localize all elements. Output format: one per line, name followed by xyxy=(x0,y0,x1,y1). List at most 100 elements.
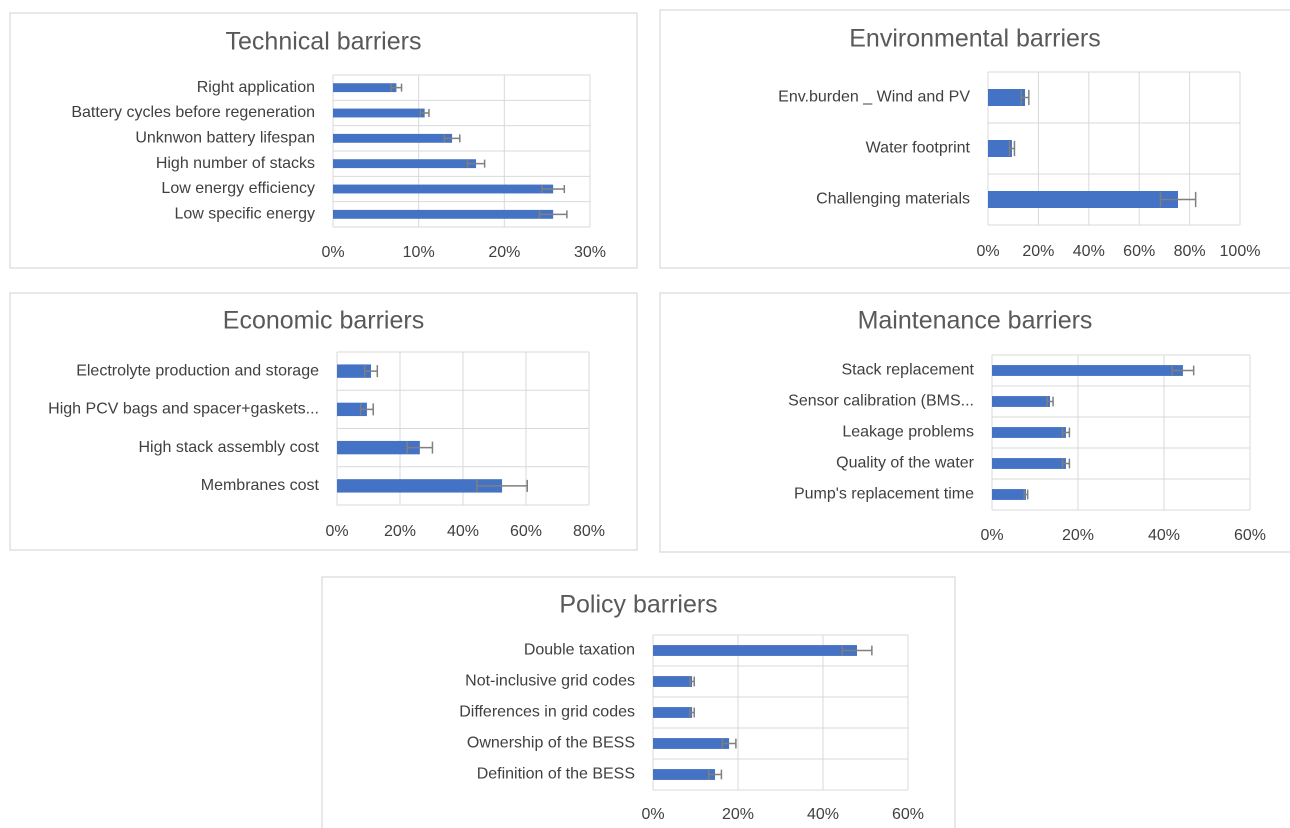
bar xyxy=(333,83,397,93)
category-label: Ownership of the BESS xyxy=(467,735,635,752)
bar xyxy=(337,479,503,493)
x-tick-label: 60% xyxy=(1234,527,1266,544)
panel-border xyxy=(9,12,638,269)
error-bar xyxy=(541,185,566,193)
bar xyxy=(988,140,1012,157)
category-label: High PCV bags and spacer+gaskets... xyxy=(48,401,319,418)
bar xyxy=(653,769,716,780)
bar xyxy=(988,89,1026,106)
error-bar xyxy=(1020,89,1030,106)
x-tick-label: 0% xyxy=(980,527,1003,544)
bar xyxy=(333,184,554,194)
error-bar xyxy=(466,159,486,168)
error-bar xyxy=(1008,140,1016,157)
x-tick-label: 80% xyxy=(573,523,605,540)
x-tick-label: 60% xyxy=(510,523,542,540)
panel-border xyxy=(659,292,1290,553)
category-label: High stack assembly cost xyxy=(138,439,319,456)
error-bar xyxy=(689,676,695,687)
x-tick-label: 100% xyxy=(1220,243,1261,260)
chart-title: Environmental barriers xyxy=(849,25,1101,53)
x-tick-label: 20% xyxy=(722,806,754,823)
bar xyxy=(653,645,857,656)
bar xyxy=(992,489,1026,500)
category-label: Double taxation xyxy=(524,642,635,659)
category-label: Definition of the BESS xyxy=(477,766,635,783)
bar xyxy=(992,365,1183,376)
x-tick-label: 40% xyxy=(1148,527,1180,544)
category-label: Env.burden _ Wind and PV xyxy=(778,89,970,106)
category-label: Battery cycles before regeneration xyxy=(71,104,315,121)
bar xyxy=(333,209,554,219)
bar xyxy=(992,458,1066,469)
bar xyxy=(337,364,372,378)
error-bar xyxy=(363,365,379,378)
bar xyxy=(337,440,420,455)
chart-title: Policy barriers xyxy=(559,591,717,619)
bar xyxy=(337,402,367,417)
x-tick-label: 60% xyxy=(1123,243,1155,260)
category-label: Sensor calibration (BMS... xyxy=(788,393,974,410)
x-tick-label: 40% xyxy=(447,523,479,540)
panel-border xyxy=(9,292,638,551)
category-label: Differences in grid codes xyxy=(459,704,635,721)
category-label: Stack replacement xyxy=(841,362,974,379)
error-bar xyxy=(419,109,430,117)
error-bar xyxy=(538,210,568,219)
x-tick-label: 20% xyxy=(1022,243,1054,260)
category-label: Low specific energy xyxy=(174,206,315,223)
error-bar xyxy=(707,769,723,780)
category-label: Pump's replacement time xyxy=(794,486,974,503)
error-bar xyxy=(476,479,529,492)
category-label: Electrolyte production and storage xyxy=(76,362,319,379)
bar xyxy=(653,676,693,687)
x-tick-label: 30% xyxy=(574,244,606,261)
bar xyxy=(333,108,425,118)
bar xyxy=(988,191,1179,208)
panel-border xyxy=(321,576,956,828)
error-bar xyxy=(1023,489,1029,500)
category-label: Membranes cost xyxy=(201,477,320,494)
category-label: High number of stacks xyxy=(156,155,315,172)
error-bar xyxy=(443,134,461,143)
error-bar xyxy=(1159,191,1197,208)
category-label: Challenging materials xyxy=(816,191,970,208)
category-label: Water footprint xyxy=(866,140,971,157)
error-bar xyxy=(721,738,737,749)
bar xyxy=(653,738,730,749)
error-bar xyxy=(359,403,374,416)
bar xyxy=(992,396,1051,407)
chart-title: Maintenance barriers xyxy=(858,307,1093,335)
error-bar xyxy=(1171,365,1195,376)
bar xyxy=(653,707,693,718)
chart-title: Economic barriers xyxy=(223,307,424,335)
x-tick-label: 0% xyxy=(325,523,348,540)
error-bar xyxy=(1061,458,1071,469)
x-tick-label: 20% xyxy=(488,244,520,261)
error-bar xyxy=(406,441,434,454)
x-tick-label: 20% xyxy=(384,523,416,540)
x-tick-label: 40% xyxy=(1073,243,1105,260)
error-bar xyxy=(841,645,873,656)
category-label: Right application xyxy=(197,79,315,96)
bar xyxy=(333,133,453,143)
error-bar xyxy=(689,707,695,718)
category-label: Quality of the water xyxy=(836,455,975,472)
x-tick-label: 20% xyxy=(1062,527,1094,544)
category-label: Low energy efficiency xyxy=(161,180,315,197)
error-bar xyxy=(1046,396,1054,407)
category-label: Leakage problems xyxy=(842,424,974,441)
chart-title: Technical barriers xyxy=(226,28,422,56)
x-tick-label: 0% xyxy=(641,806,664,823)
x-tick-label: 0% xyxy=(976,243,999,260)
category-label: Unknwon battery lifespan xyxy=(135,130,315,147)
error-bar xyxy=(1061,427,1071,438)
error-bar xyxy=(390,83,403,92)
bar xyxy=(333,159,477,169)
x-tick-label: 10% xyxy=(403,244,435,261)
x-tick-label: 40% xyxy=(807,806,839,823)
x-tick-label: 0% xyxy=(321,244,344,261)
category-label: Not-inclusive grid codes xyxy=(465,673,635,690)
bar xyxy=(992,427,1066,438)
